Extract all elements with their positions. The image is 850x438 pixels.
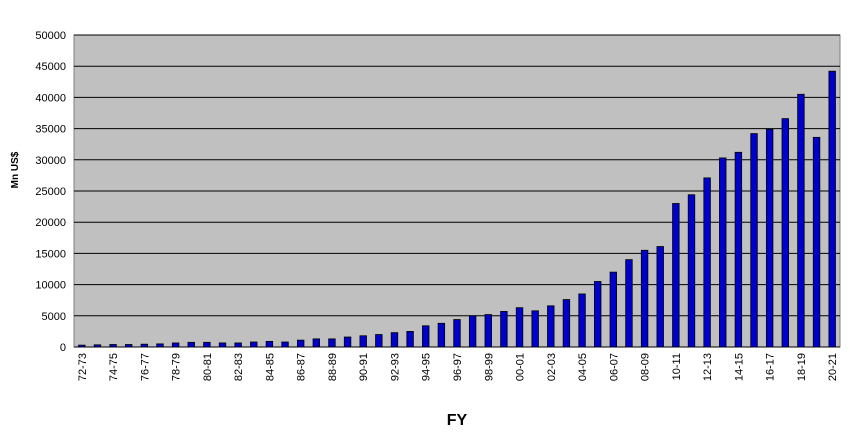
x-tick-label: 86-87	[296, 353, 308, 381]
bar	[562, 299, 571, 348]
bar-series	[78, 70, 836, 348]
x-tick-label: 98-99	[483, 353, 495, 381]
x-tick-label: 16-17	[765, 353, 777, 381]
y-tick-label: 35000	[35, 124, 66, 136]
bar	[218, 342, 227, 348]
bar	[750, 133, 758, 348]
x-tick-label: 14-15	[733, 353, 745, 381]
x-tick-label: 80-81	[202, 353, 214, 381]
bar	[640, 249, 649, 348]
x-tick-label: 90-91	[358, 353, 370, 381]
bar	[734, 151, 743, 348]
bar	[625, 259, 633, 348]
bar	[797, 93, 805, 348]
bar	[453, 319, 461, 348]
bar	[203, 341, 211, 348]
bar	[500, 311, 508, 348]
y-tick-label: 10000	[35, 280, 66, 292]
x-tick-label: 08-09	[640, 353, 652, 381]
x-tick-label: 92-93	[389, 353, 401, 381]
bar	[296, 339, 305, 348]
bar	[515, 307, 524, 348]
bar	[343, 336, 352, 348]
x-tick-label: 04-05	[577, 353, 589, 381]
y-axis-title: Mn US$	[10, 151, 21, 188]
y-tick-label: 5000	[42, 311, 66, 323]
x-tick-label: 76-77	[139, 353, 151, 381]
bar	[437, 322, 446, 348]
x-axis-title: FY	[447, 412, 468, 429]
bar	[78, 344, 86, 348]
x-tick-label: 18-19	[796, 353, 808, 381]
x-axis-ticks: 72-73 74-75 76-77 78-79 80-81 82-83 84-85 86-87…	[77, 353, 839, 381]
bar	[672, 203, 680, 348]
bar	[765, 128, 774, 348]
x-tick-label: 00-01	[515, 353, 527, 381]
bar	[422, 325, 430, 348]
x-tick-label: 06-07	[608, 353, 620, 381]
y-tick-label: 0	[60, 342, 66, 354]
bar	[406, 330, 414, 348]
bar	[609, 271, 618, 348]
x-tick-label: 88-89	[327, 353, 339, 381]
bar	[156, 343, 164, 348]
x-tick-label: 20-21	[827, 353, 839, 381]
x-tick-label: 72-73	[77, 353, 89, 381]
bar	[250, 341, 258, 348]
y-tick-label: 40000	[35, 92, 66, 104]
x-tick-label: 82-83	[233, 353, 245, 381]
gridlines	[74, 34, 840, 348]
y-tick-label: 25000	[35, 186, 66, 198]
bar	[687, 194, 696, 348]
bar	[328, 338, 336, 348]
y-tick-label: 45000	[35, 61, 66, 73]
bar	[312, 338, 320, 348]
bar	[594, 281, 602, 348]
bar	[828, 70, 836, 348]
x-tick-label: 74-75	[108, 353, 120, 381]
bar	[719, 157, 727, 348]
bar	[390, 332, 399, 348]
bar	[125, 344, 133, 348]
bar	[484, 314, 492, 348]
y-tick-label: 30000	[35, 155, 66, 167]
x-tick-label: 12-13	[702, 353, 714, 381]
x-tick-label: 96-97	[452, 353, 464, 381]
x-tick-label: 94-95	[421, 353, 433, 381]
x-tick-label: 84-85	[264, 353, 276, 381]
y-axis-ticks: 0 5000 10000 15000 20000 25000 30000 35000 40000…	[35, 30, 66, 354]
x-tick-label: 10-11	[671, 353, 683, 380]
bar	[781, 118, 789, 348]
bar	[375, 334, 383, 348]
bar	[703, 177, 711, 348]
bar	[171, 342, 180, 348]
bar	[265, 340, 274, 348]
bar	[578, 293, 586, 348]
bar	[547, 305, 555, 348]
y-tick-label: 15000	[35, 248, 66, 260]
bar	[109, 344, 117, 348]
bar	[187, 341, 195, 348]
bar	[468, 315, 477, 348]
bar	[656, 246, 664, 348]
bar	[281, 341, 289, 348]
y-tick-label: 20000	[35, 217, 66, 229]
y-tick-label: 50000	[35, 30, 66, 42]
bar	[812, 136, 821, 348]
bar	[359, 335, 367, 348]
bar	[93, 344, 102, 348]
bar	[234, 342, 242, 348]
x-tick-label: 78-79	[171, 353, 183, 381]
bar	[531, 310, 539, 348]
x-tick-label: 02-03	[546, 353, 558, 381]
bar	[140, 343, 149, 348]
